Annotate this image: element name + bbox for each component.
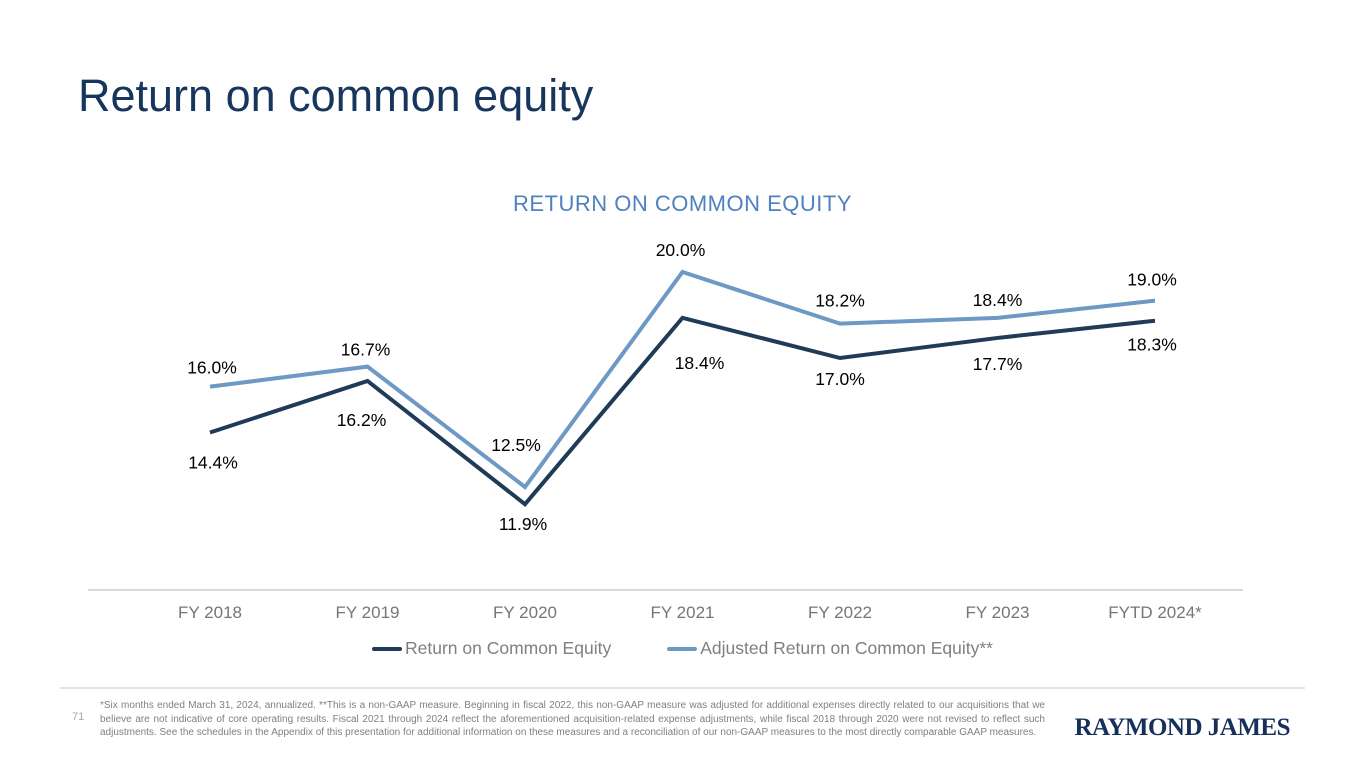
roe-data-label: 11.9%: [499, 514, 547, 534]
adjusted-data-label: 16.0%: [187, 358, 237, 378]
x-axis-label: FY 2023: [965, 603, 1030, 622]
x-axis-label: FY 2019: [335, 603, 400, 622]
adjusted-data-label: 12.5%: [491, 435, 541, 455]
legend-line-swatch: [371, 646, 402, 651]
adjusted-data-label: 16.7%: [341, 340, 391, 360]
roe-data-label: 17.0%: [815, 369, 865, 389]
legend-line-swatch: [667, 646, 698, 651]
page-number: 71: [72, 711, 85, 723]
chart-title: RETURN ON COMMON EQUITY: [512, 191, 853, 216]
roe-line: [209, 315, 1156, 507]
footer-divider: [60, 687, 1305, 689]
legend-label: Return on Common Equity: [404, 638, 612, 658]
x-axis-labels: FY 2018 FY 2019 FY 2020 FY 2021 FY 2022 FY 20…: [0, 603, 1365, 627]
adjusted-data-label: 19.0%: [1127, 270, 1177, 290]
x-axis-label: FY 2020: [493, 603, 557, 622]
roe-data-label: 17.7%: [973, 354, 1023, 374]
x-axis-label: FY 2021: [650, 603, 715, 622]
roe-data-label: 16.2%: [337, 410, 387, 430]
adjusted-data-label: 18.2%: [815, 291, 865, 311]
roe-data-label: 18.3%: [1127, 335, 1177, 355]
legend-item-roe: Return on Common Equity: [371, 638, 612, 659]
adjusted-line: [209, 269, 1156, 490]
legend-item-adjusted: Adjusted Return on Common Equity**: [667, 638, 993, 659]
legend-label: Adjusted Return on Common Equity**: [700, 638, 993, 658]
roe-data-label: 18.4%: [675, 353, 725, 373]
raymond-james-logo: RAYMOND JAMES: [1074, 714, 1291, 741]
chart-legend: Return on Common Equity Adjusted Return o…: [0, 638, 1365, 659]
x-axis-label: FYTD 2024*: [1108, 603, 1202, 622]
roe-data-label: 14.4%: [188, 453, 238, 473]
x-axis-label: FY 2018: [178, 603, 242, 622]
page-title: Return on common equity: [78, 70, 594, 121]
adjusted-data-label: 20.0%: [656, 240, 706, 260]
x-axis-label: FY 2022: [808, 603, 872, 622]
adjusted-data-label: 18.4%: [973, 290, 1023, 310]
footnote: *Six months ended March 31, 2024, annual…: [100, 700, 1045, 738]
